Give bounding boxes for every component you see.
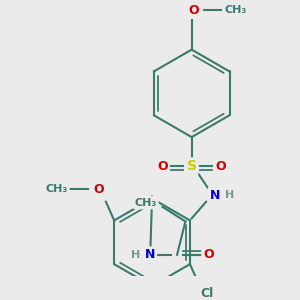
Text: CH₃: CH₃ (46, 184, 68, 194)
Text: O: O (215, 160, 226, 173)
Text: CH₃: CH₃ (224, 5, 247, 15)
Text: N: N (209, 189, 220, 202)
Text: N: N (145, 248, 155, 261)
Text: H: H (224, 190, 234, 200)
Text: O: O (203, 248, 214, 261)
Text: S: S (187, 159, 197, 173)
Text: Cl: Cl (200, 287, 213, 300)
Text: O: O (188, 4, 199, 16)
Text: CH₃: CH₃ (135, 198, 157, 208)
Text: H: H (131, 250, 140, 260)
Text: O: O (157, 160, 168, 173)
Text: O: O (93, 183, 104, 196)
